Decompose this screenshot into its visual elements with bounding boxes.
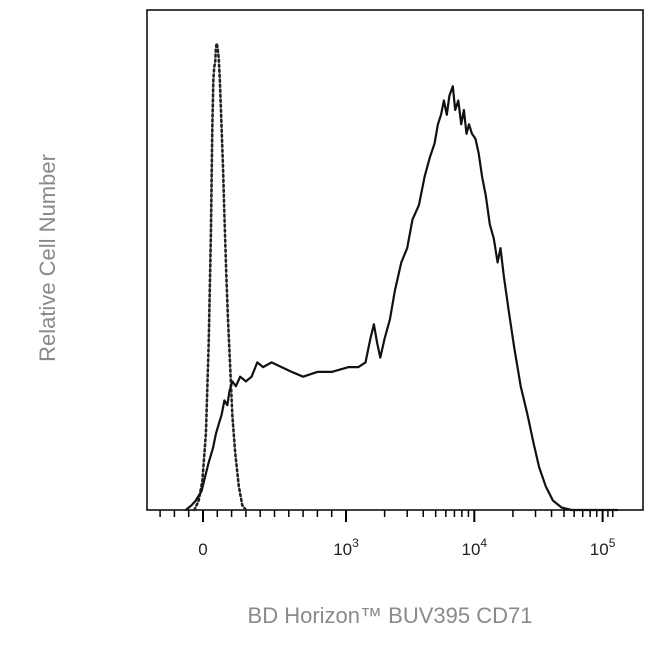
stained-histogram-solid [184,85,619,512]
x-tick-label: 105 [590,536,616,559]
y-axis-title: Relative Cell Number [35,154,60,362]
x-axis-minor-ticks [159,510,614,517]
x-axis-title: BD Horizon™ BUV395 CD71 [248,603,533,628]
series-layer [184,42,619,512]
x-tick-label: 0 [198,540,207,559]
control-histogram-dotted [193,42,248,512]
x-axis-major-ticks [202,510,604,522]
x-axis-tick-labels: 0 103 104 105 [198,536,615,559]
x-tick-label: 103 [333,536,359,559]
x-tick-label: 104 [461,536,487,559]
plot-frame [146,9,644,511]
